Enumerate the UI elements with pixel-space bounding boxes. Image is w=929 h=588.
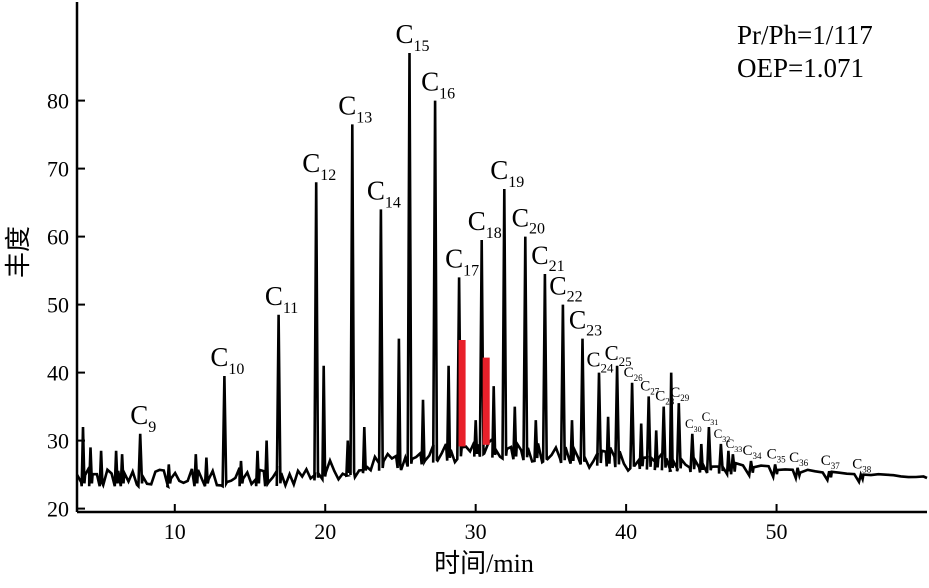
y-tick-label-50: 50 [47,293,69,318]
pr-ph-annotation: Pr/Ph=1/117 [737,20,873,50]
x-tick-label-40: 40 [615,519,637,544]
peak-label-c15: C15 [395,19,429,55]
peak-label-c34: C34 [742,443,762,461]
y-tick-label-70: 70 [47,157,69,182]
oep-annotation: OEP=1.071 [737,53,864,83]
peak-label-c16: C16 [421,67,455,103]
peak-label-c22: C22 [549,272,582,306]
y-tick-label-40: 40 [47,361,69,386]
peak-label-c9: C9 [130,400,156,436]
highlight-bar-1 [482,357,490,445]
trace-group [75,52,928,490]
peak-labels-group: C9C10C11C12C13C14C15C16C17C18C19C20C21C2… [130,19,872,475]
highlight-bars-group [458,340,490,447]
peak-label-c14: C14 [367,175,401,211]
x-tick-label-10: 10 [164,519,186,544]
x-tick-label-50: 50 [766,519,788,544]
peak-label-c30: C30 [685,416,702,434]
peak-label-c23: C23 [569,306,602,340]
peak-label-c24: C24 [586,348,614,376]
peak-label-c33: C33 [726,436,743,454]
peak-label-c29: C29 [670,385,690,403]
x-tick-label-20: 20 [314,519,336,544]
peak-label-c36: C36 [789,450,809,468]
chromatogram-trace [75,52,928,490]
peak-label-c17: C17 [445,243,479,279]
peak-label-c38: C38 [852,457,872,475]
peak-label-c11: C11 [265,281,298,317]
peak-label-c28: C28 [655,389,675,407]
y-tick-label-80: 80 [47,89,69,114]
y-axis-title: 丰度 [4,226,33,278]
peak-label-c10: C10 [210,342,244,378]
peak-label-c31: C31 [702,409,719,427]
x-tick-label-30: 30 [465,519,487,544]
peak-label-c18: C18 [468,206,502,242]
y-tick-label-30: 30 [47,429,69,454]
peak-label-c37: C37 [821,453,841,471]
peak-label-c32: C32 [714,426,731,444]
x-axis-title: 时间/min [434,549,534,578]
highlight-bar-0 [458,340,466,447]
peak-label-c27: C27 [640,378,660,396]
peak-label-c35: C35 [767,446,787,464]
ticks-group: 20 30 40 50 60 70 80 10 20 30 40 50 [47,89,788,544]
peak-label-c13: C13 [338,90,372,126]
y-tick-label-60: 60 [47,225,69,250]
peak-label-c26: C26 [624,365,644,383]
y-tick-label-20: 20 [47,497,69,522]
peak-label-c25: C25 [605,341,632,369]
peak-label-c20: C20 [512,204,545,238]
axes-group [75,2,927,514]
peak-label-c19: C19 [490,155,524,191]
peak-label-c12: C12 [302,148,336,184]
peak-label-c21: C21 [531,241,564,275]
